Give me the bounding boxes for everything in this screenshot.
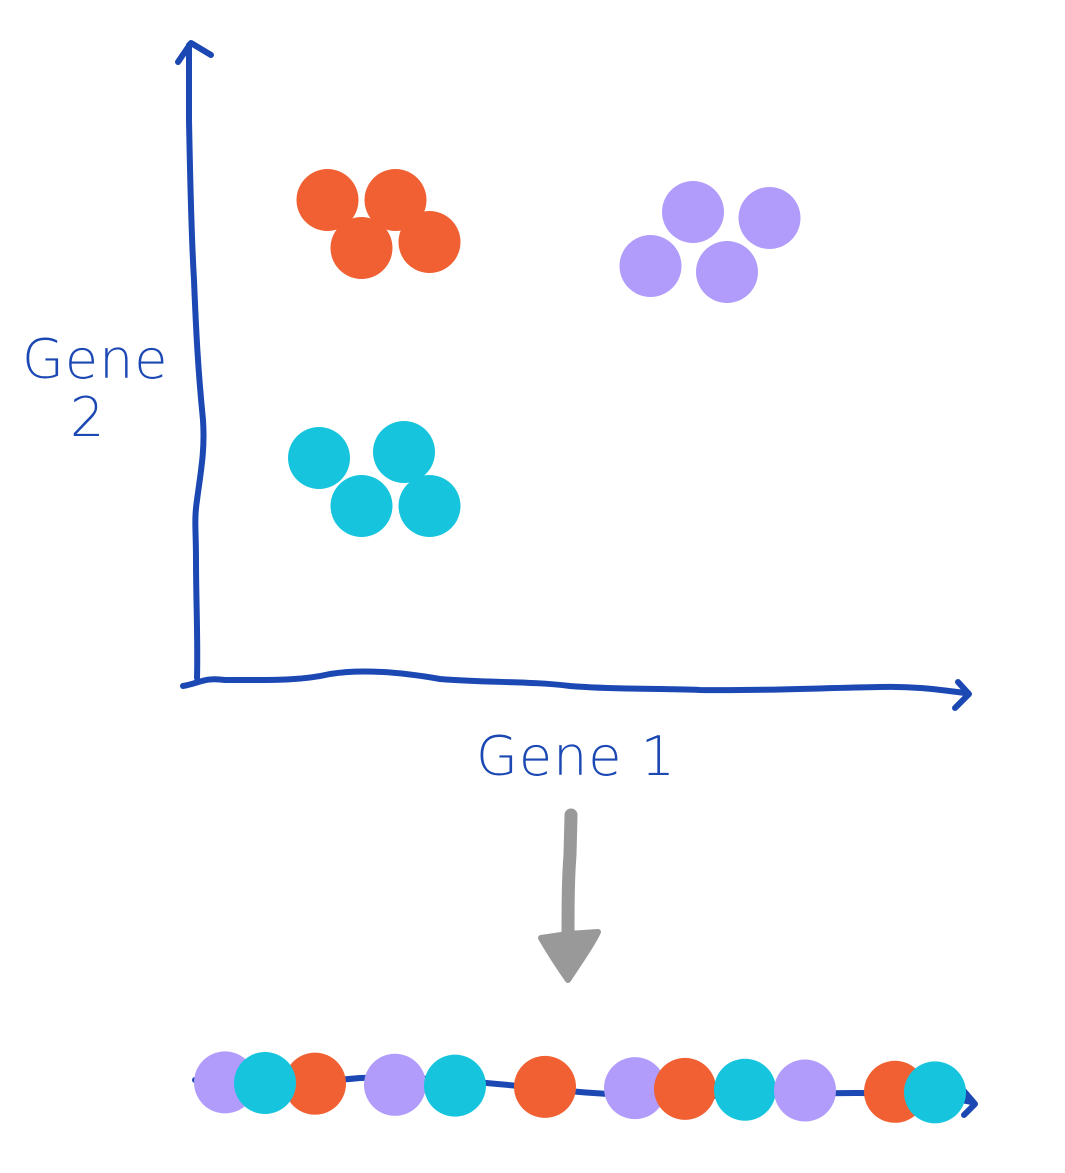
scatter-point-orange-4	[398, 211, 461, 273]
scatter-points	[288, 169, 801, 537]
projection-point-3	[234, 1051, 296, 1114]
scatter-axes	[175, 40, 972, 711]
scatter-point-orange-1	[296, 169, 359, 231]
projection-point-6	[514, 1055, 576, 1118]
projection-point-8	[654, 1057, 716, 1120]
projection-point-9	[714, 1058, 776, 1121]
x-axis-label: Gene 1	[476, 725, 676, 788]
x-axis-line	[180, 668, 968, 696]
y-axis-label-line2: 2	[70, 386, 105, 449]
projection-axis-arrowhead	[960, 1087, 978, 1118]
projection-point-2	[284, 1052, 346, 1115]
scatter-point-orange-3	[330, 217, 393, 279]
y-axis-line	[186, 42, 207, 681]
y-axis-arrowhead	[175, 40, 214, 65]
scatter-point-teal-4	[398, 475, 461, 537]
x-axis-arrowhead	[952, 679, 972, 711]
projection-point-10	[774, 1059, 836, 1122]
scatter-point-teal-3	[330, 475, 393, 537]
projection-point-5	[424, 1054, 486, 1117]
scatter-point-teal-1	[288, 427, 350, 489]
projection-point-7	[604, 1057, 666, 1120]
scatter-point-orange-2	[364, 169, 427, 231]
scatter-point-teal-2	[373, 421, 435, 483]
projection-point-12	[904, 1061, 966, 1124]
y-axis-label-line1: Gene	[22, 328, 169, 391]
scatter-point-purple-1	[662, 181, 724, 243]
scatter-point-purple-4	[696, 241, 758, 303]
projection-arrow-head	[538, 929, 601, 983]
projection-points	[194, 1051, 966, 1124]
scatter-point-purple-3	[619, 235, 682, 297]
projection-arrow	[538, 808, 601, 983]
scatter-point-purple-2	[738, 187, 801, 249]
projection-arrow-shaft	[561, 808, 578, 952]
projection-point-4	[364, 1053, 426, 1116]
